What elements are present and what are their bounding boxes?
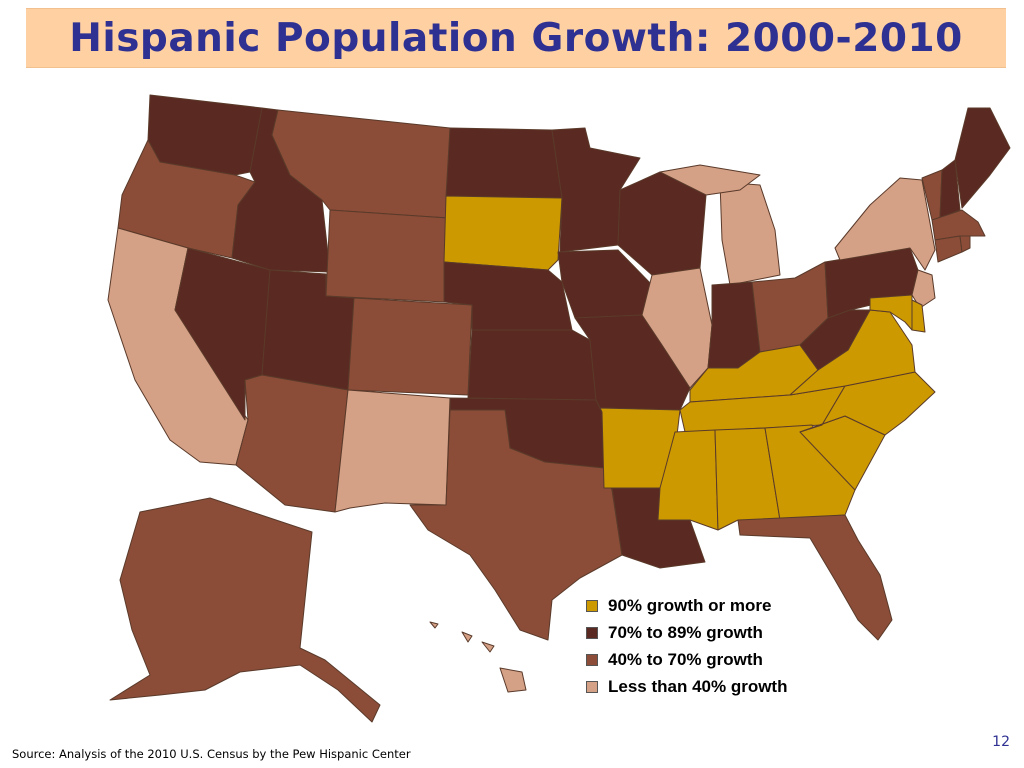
state-md <box>869 294 913 331</box>
state-nd <box>445 127 563 199</box>
legend-swatch <box>586 599 598 612</box>
state-wy <box>325 209 449 303</box>
page-number: 12 <box>992 734 1010 750</box>
legend-item: 70% to 89% growth <box>586 619 787 646</box>
map-legend: 90% growth or more 70% to 89% growth 40%… <box>586 592 787 700</box>
state-co <box>347 297 473 396</box>
legend-item: Less than 40% growth <box>586 673 787 700</box>
state-az <box>235 374 349 513</box>
state-ak <box>109 497 381 723</box>
state-ri <box>959 235 971 253</box>
state-ct <box>934 235 963 263</box>
legend-swatch <box>586 653 598 666</box>
state-hi <box>429 621 527 693</box>
state-mi <box>719 181 781 286</box>
legend-item: 90% growth or more <box>586 592 787 619</box>
state-mi-upper <box>659 164 761 196</box>
legend-label: 90% growth or more <box>608 595 772 615</box>
state-sd <box>443 195 563 271</box>
legend-item: 40% to 70% growth <box>586 646 787 673</box>
legend-label: 70% to 89% growth <box>608 622 763 642</box>
state-fl <box>737 514 893 641</box>
legend-swatch <box>586 626 598 639</box>
legend-label: 40% to 70% growth <box>608 649 763 669</box>
state-ny <box>834 177 936 271</box>
state-ga <box>764 424 856 521</box>
state-il <box>641 267 713 389</box>
state-ks <box>467 329 597 401</box>
legend-label: Less than 40% growth <box>608 676 788 696</box>
title-banner: Hispanic Population Growth: 2000-2010 <box>26 8 1006 68</box>
state-nm <box>334 389 451 513</box>
state-tx <box>409 409 623 641</box>
slide-title: Hispanic Population Growth: 2000-2010 <box>69 15 963 61</box>
state-in <box>707 281 761 369</box>
state-me <box>954 107 1011 209</box>
source-note: Source: Analysis of the 2010 U.S. Census… <box>12 747 411 761</box>
state-nj <box>911 269 936 309</box>
state-nh <box>939 159 961 219</box>
legend-swatch <box>586 680 598 693</box>
